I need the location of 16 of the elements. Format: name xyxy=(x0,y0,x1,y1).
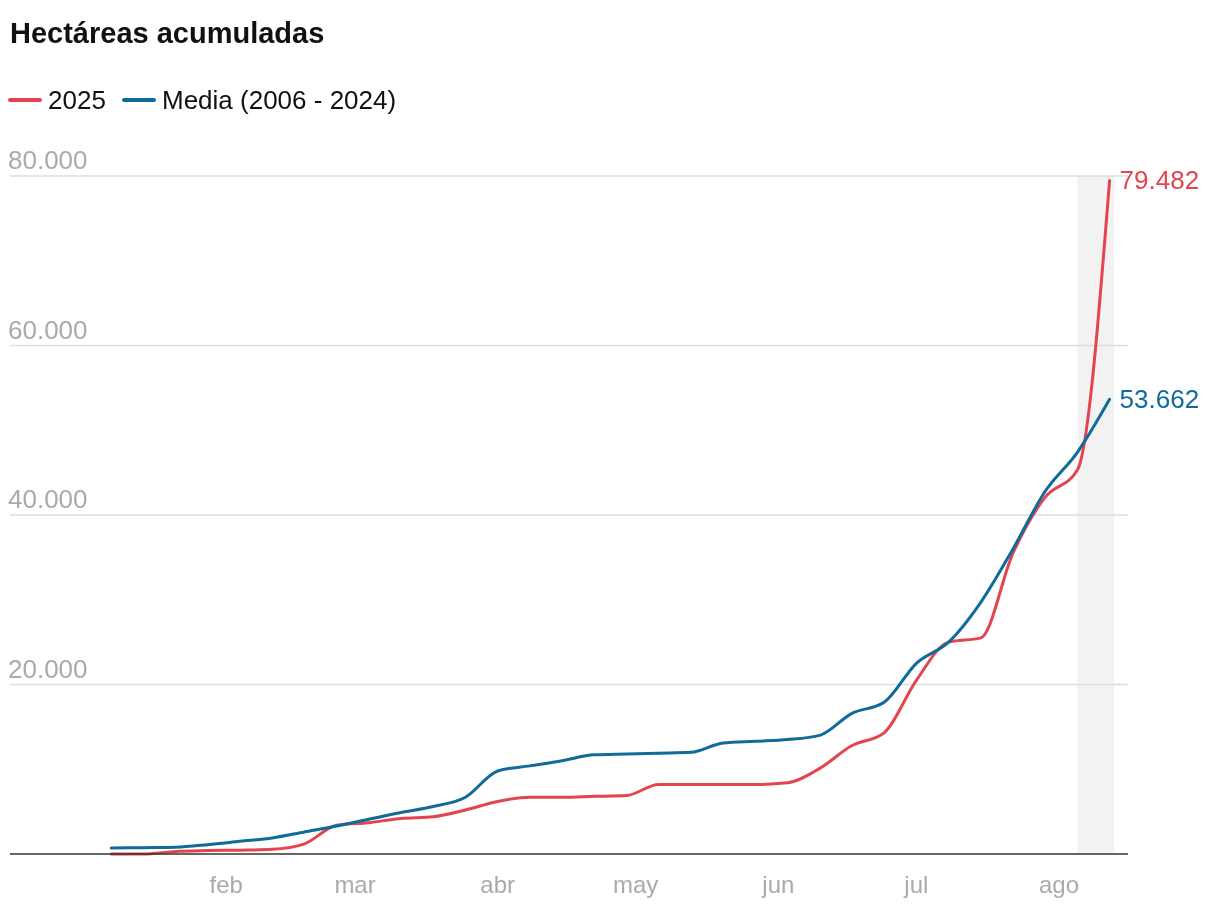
x-tick-label: feb xyxy=(209,871,243,898)
legend-label: 2025 xyxy=(48,85,106,116)
x-tick-label: abr xyxy=(480,871,516,898)
x-tick-label: jul xyxy=(903,871,929,898)
y-tick-label: 60.000 xyxy=(8,314,88,345)
x-tick-label: ago xyxy=(1038,871,1080,898)
x-tick-label: may xyxy=(613,871,659,898)
data-label: 53.662 xyxy=(1119,384,1200,415)
x-tick-label: jun xyxy=(761,871,795,898)
y-tick-label: 40.000 xyxy=(8,484,88,514)
y-tick-label: 20.000 xyxy=(8,653,88,684)
chart-title: Hectáreas acumuladas xyxy=(10,17,325,49)
data-label: 79.482 xyxy=(1119,165,1200,196)
x-tick-label: mar xyxy=(334,871,376,898)
y-tick-label: 80.000 xyxy=(8,145,88,175)
legend-label: Media (2006 - 2024) xyxy=(162,85,397,116)
